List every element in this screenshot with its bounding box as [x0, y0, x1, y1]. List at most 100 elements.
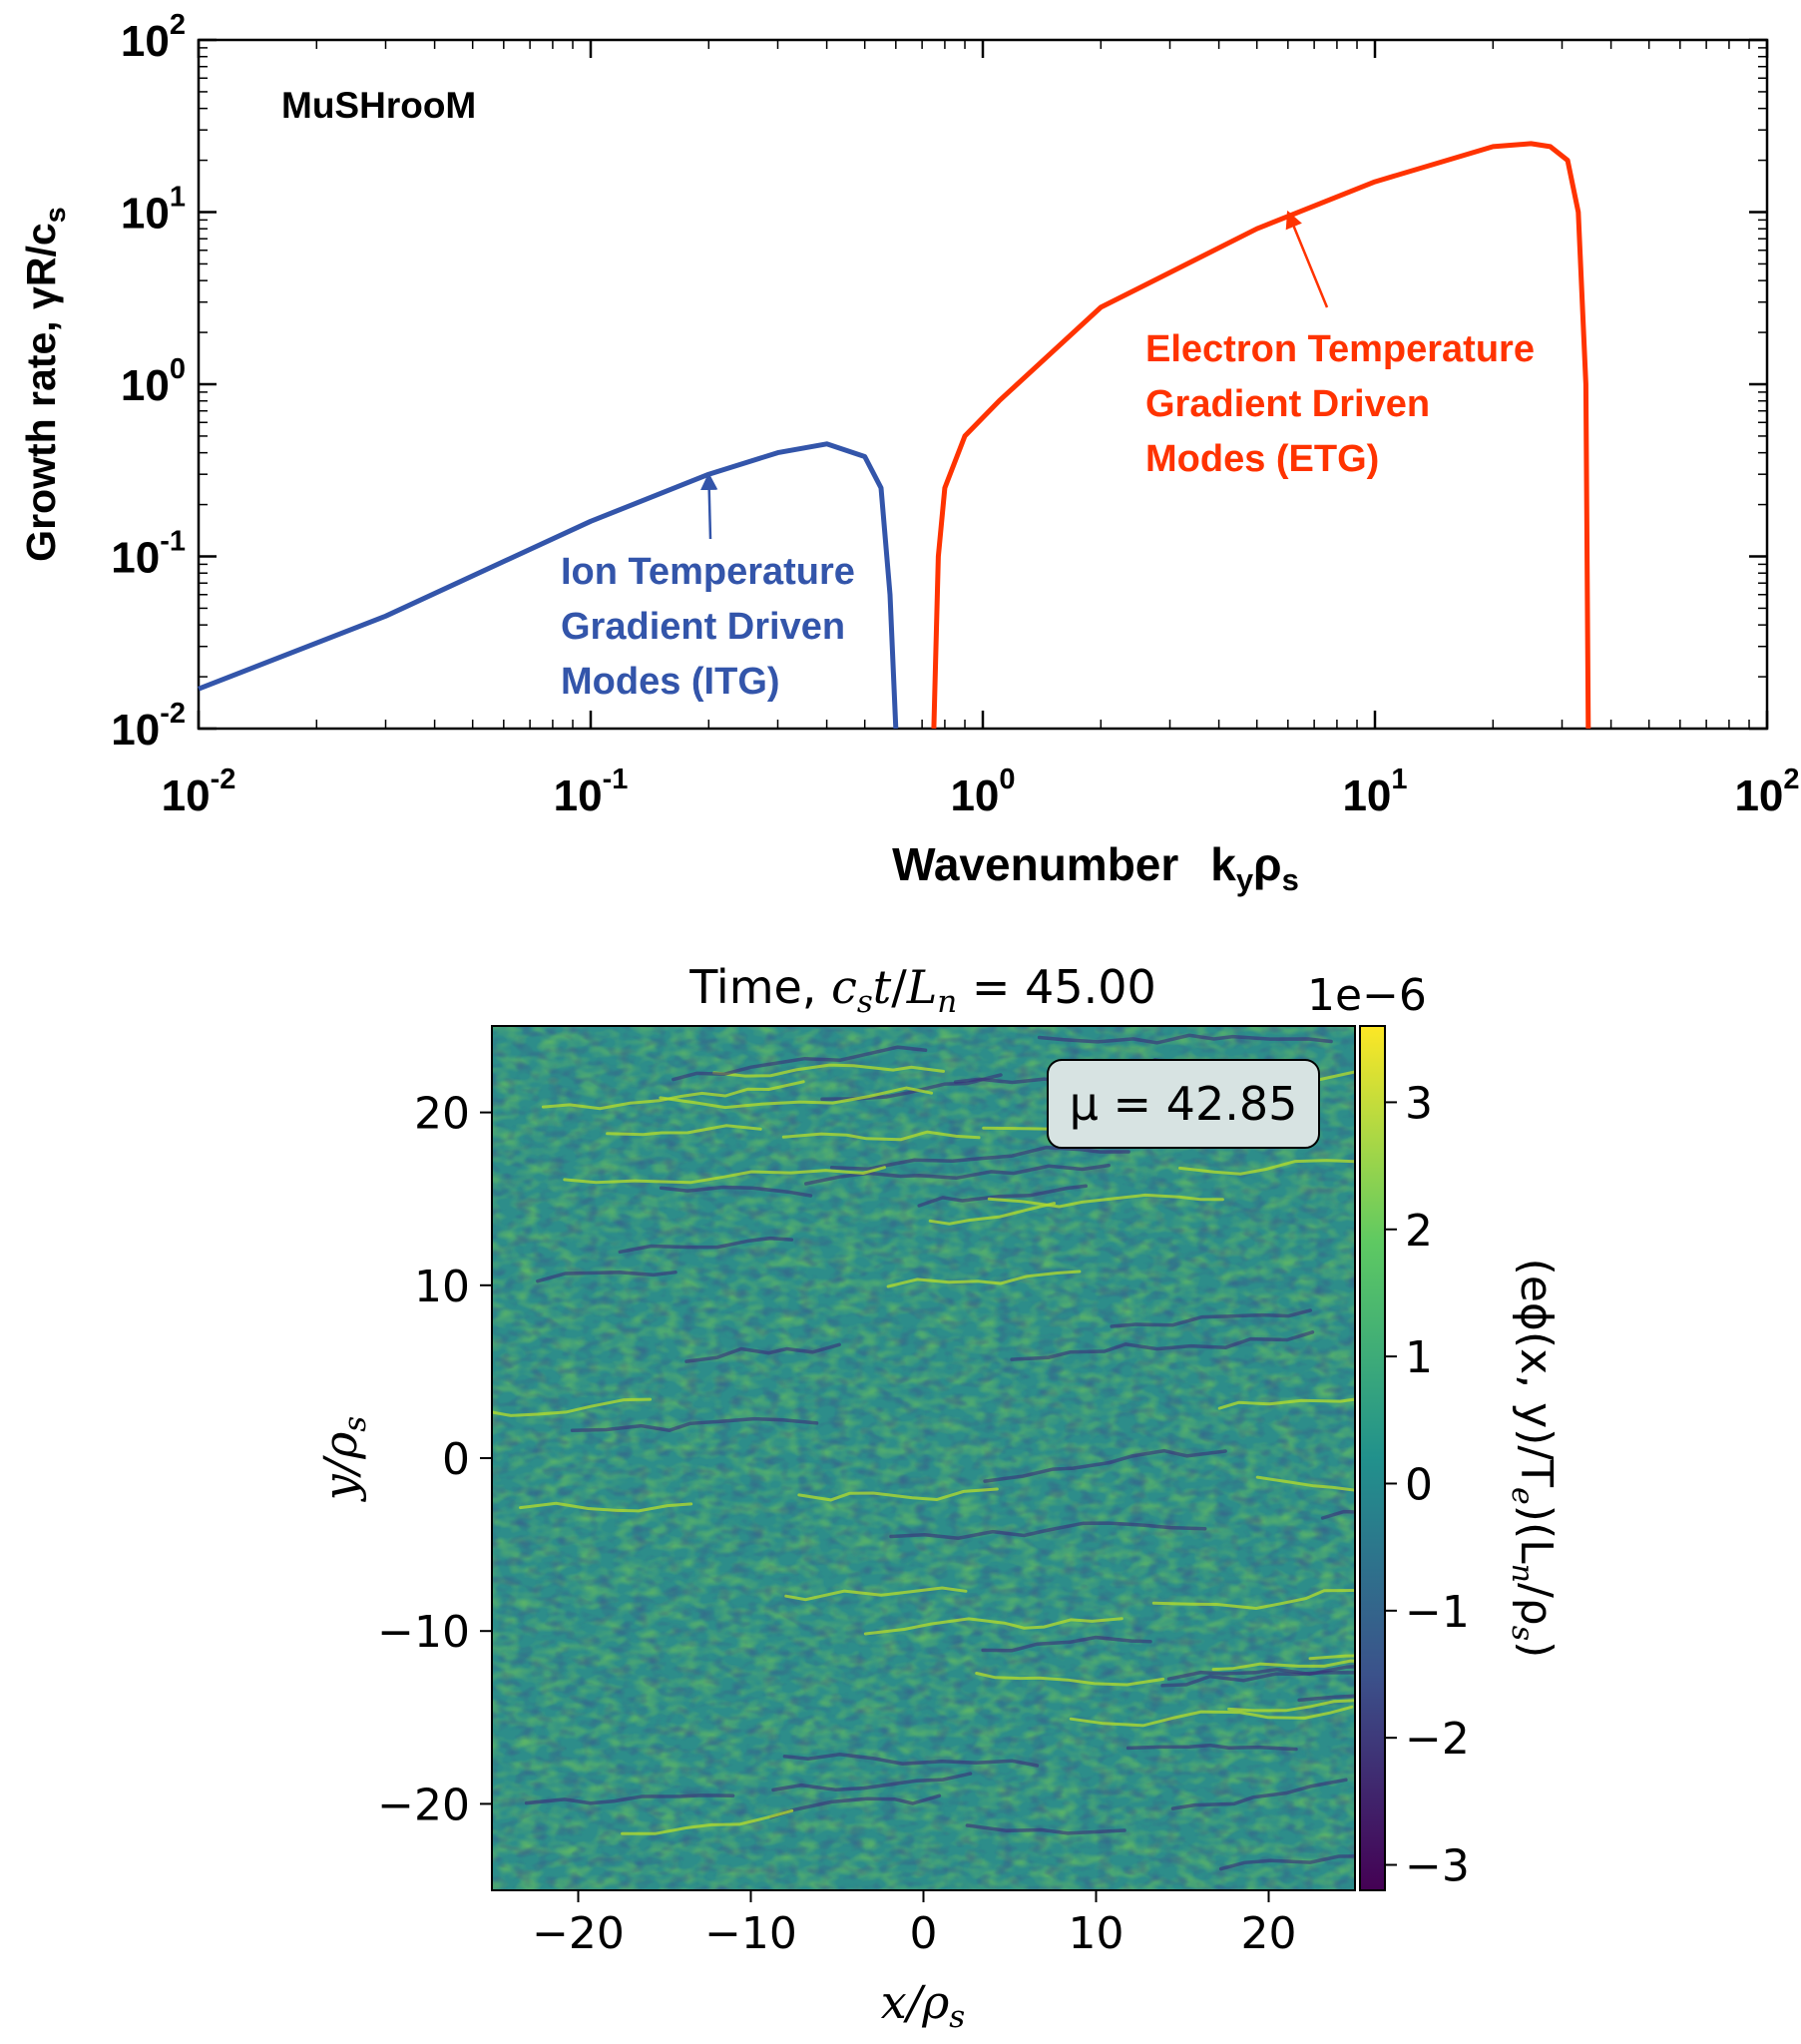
streak — [1160, 1670, 1355, 1688]
heatmap-x-label: x/ρs — [881, 1975, 965, 2035]
streak — [621, 1808, 794, 1835]
x-tick-label: 10-2 — [162, 764, 236, 820]
streak — [1297, 1694, 1355, 1703]
heatmap-ticks: −20 −10 0 10 20 20 10 0 −10 −20 — [377, 1089, 1296, 1959]
streak — [781, 1130, 981, 1142]
annotation-text: Electron Temperature — [1145, 328, 1535, 370]
streak — [536, 1270, 677, 1283]
mushroom-label: MuSHrooM — [281, 85, 476, 126]
streak — [659, 1086, 934, 1110]
mu-annotation: μ = 42.85 — [1047, 1059, 1320, 1149]
streak — [975, 1672, 1165, 1687]
colorbar-label: (eϕ(x, y)/Te)(Ln/ρs) — [1505, 1259, 1562, 1659]
streak — [1308, 1654, 1355, 1661]
streak — [1170, 1778, 1348, 1810]
cbar-tick-label: 2 — [1405, 1206, 1433, 1257]
series-line-0 — [198, 441, 899, 730]
streak — [771, 1772, 973, 1792]
y-axis-label: Growth rate, γR/cs — [18, 207, 72, 562]
streak — [886, 1270, 1082, 1288]
streak — [712, 1063, 945, 1078]
streak — [1255, 1475, 1355, 1492]
minor-ticks — [199, 40, 1767, 729]
heatmap-streaks — [492, 1033, 1355, 1871]
colorbar-multiplier: 1e−6 — [1307, 970, 1427, 1021]
streak — [917, 1184, 1088, 1208]
streak — [829, 1145, 1130, 1172]
cbar-tick-label: −2 — [1405, 1714, 1470, 1765]
annotation-arrow — [699, 472, 718, 540]
growth-rate-chart: 10-2 10-1 100 101 102 10-2 10-1 100 101 102 Ion T… — [18, 9, 1800, 897]
streak — [1126, 1743, 1298, 1752]
hm-x-tick-label: 10 — [1069, 1908, 1125, 1959]
streak — [928, 1202, 1057, 1226]
annotation-text: Modes (ETG) — [1145, 438, 1379, 480]
y-tick-label: 101 — [121, 182, 186, 239]
streak — [863, 1617, 1124, 1636]
annotation-arrow — [1285, 210, 1329, 308]
streak — [606, 1124, 762, 1137]
annotation-text: Gradient Driven — [1145, 383, 1430, 425]
streak — [782, 1753, 1040, 1768]
y-tick-label: 100 — [121, 353, 186, 410]
streak — [563, 1166, 886, 1185]
streak — [684, 1342, 841, 1363]
streak — [1227, 1699, 1355, 1713]
hm-x-tick-label: −10 — [704, 1908, 797, 1959]
y-tick-label: 10-1 — [111, 526, 186, 583]
annotation-text: Gradient Driven — [561, 606, 845, 648]
x-tick-label: 101 — [1342, 764, 1407, 820]
hm-x-tick-label: 0 — [910, 1908, 938, 1959]
streak — [889, 1521, 1207, 1540]
cbar-tick-label: −3 — [1405, 1841, 1470, 1892]
streak — [492, 1397, 653, 1417]
streak — [659, 1185, 813, 1198]
heatmap-title: Time, cst/Ln = 45.00 — [688, 960, 1156, 1020]
streak — [1151, 1588, 1355, 1611]
cbar-tick-label: 0 — [1405, 1459, 1433, 1510]
potential-heatmap: Time, cst/Ln = 45.00 1e−6 μ = 42.85 −20−… — [313, 960, 1562, 2035]
streak — [1069, 1705, 1354, 1728]
x-tick-label: 10-1 — [554, 764, 629, 820]
y-tick-label: 10-2 — [111, 698, 186, 755]
streak — [784, 1586, 968, 1602]
major-ticks: 10-2 10-1 100 101 102 10-2 10-1 100 101 102 — [111, 9, 1799, 820]
hm-y-tick-label: −10 — [377, 1607, 470, 1658]
colorbar — [1359, 1025, 1386, 1891]
streak — [618, 1236, 794, 1255]
y-tick-label: 102 — [121, 9, 186, 66]
streak — [1211, 1659, 1355, 1672]
colorbar-ticks: 3 2 1 0 −1 −2 −3 — [1385, 1078, 1470, 1892]
hm-y-tick-label: 10 — [414, 1262, 470, 1312]
streak — [672, 1045, 928, 1082]
streak — [981, 1635, 1152, 1653]
annotation-text: Modes (ITG) — [561, 661, 780, 703]
hm-x-tick-label: −20 — [532, 1908, 625, 1959]
streak — [1218, 1854, 1355, 1871]
streak — [768, 1793, 942, 1819]
heatmap-field — [492, 1026, 1355, 1890]
annotation-text: Ion Temperature — [561, 551, 855, 593]
hm-x-tick-label: 20 — [1241, 1908, 1297, 1959]
streak — [1178, 1159, 1355, 1176]
streak — [797, 1487, 999, 1502]
series-lines — [198, 141, 1591, 730]
hm-y-tick-label: 0 — [442, 1434, 470, 1485]
streak — [570, 1416, 819, 1432]
annotations: Ion Temperature Gradient Driven Modes (ITG… — [561, 210, 1535, 703]
streak — [1037, 1033, 1333, 1045]
streak — [1010, 1330, 1315, 1361]
x-axis-label: Wavenumber kyρs — [892, 838, 1299, 897]
streak — [804, 1163, 1111, 1186]
hm-y-tick-label: −20 — [377, 1780, 470, 1830]
streak — [1166, 1665, 1355, 1681]
series-line-1 — [931, 141, 1591, 730]
streak — [1110, 1308, 1313, 1328]
streak — [541, 1080, 805, 1111]
x-tick-label: 102 — [1734, 764, 1799, 820]
x-tick-label: 100 — [950, 764, 1015, 820]
svg-text:μ = 42.85: μ = 42.85 — [1070, 1077, 1298, 1131]
streak — [983, 1448, 1227, 1483]
streak — [519, 1501, 693, 1513]
